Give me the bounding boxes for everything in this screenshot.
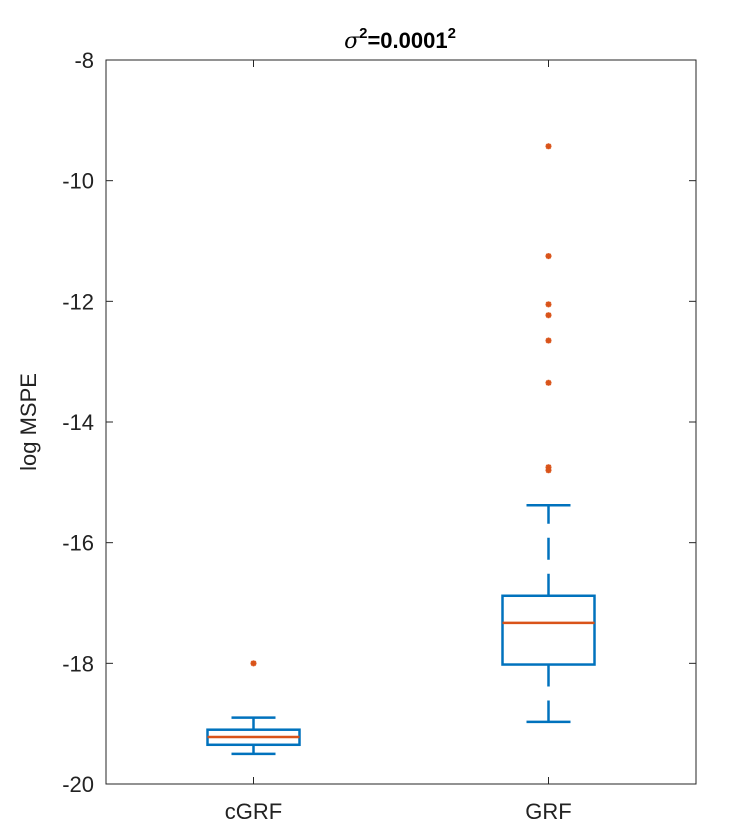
x-tick-label: GRF <box>525 799 571 824</box>
y-tick-label: -12 <box>62 289 94 314</box>
axes-frame <box>105 59 697 785</box>
chart-title: σ2=0.00012 <box>344 25 456 54</box>
title-value: =0.0001 <box>367 28 447 53</box>
outlier-point <box>545 467 552 474</box>
outlier-point <box>545 337 552 344</box>
title-symbol: σ <box>344 29 360 54</box>
iqr-box <box>501 594 596 666</box>
y-tick-label: -16 <box>62 531 94 556</box>
outlier-point <box>545 379 552 386</box>
plot-area: -20 -18 -16 -14 -12 -10 -8 cGRF GRF <box>62 48 697 824</box>
title-value-sup: 2 <box>448 25 456 42</box>
y-tick-label: -14 <box>62 410 94 435</box>
y-tick-label: -10 <box>62 169 94 194</box>
title-symbol-sup: 2 <box>359 25 367 42</box>
outlier-point <box>545 301 552 308</box>
outlier-point <box>545 312 552 319</box>
y-tick-label: -20 <box>62 772 94 797</box>
y-tick-label: -18 <box>62 651 94 676</box>
outlier-point <box>545 464 552 471</box>
outlier-point <box>250 660 257 667</box>
y-tick-label: -8 <box>74 48 94 73</box>
x-tick-label: cGRF <box>225 799 282 824</box>
outlier-point <box>545 253 552 260</box>
y-axis-label: log MSPE <box>16 373 41 471</box>
outlier-point <box>545 143 552 150</box>
